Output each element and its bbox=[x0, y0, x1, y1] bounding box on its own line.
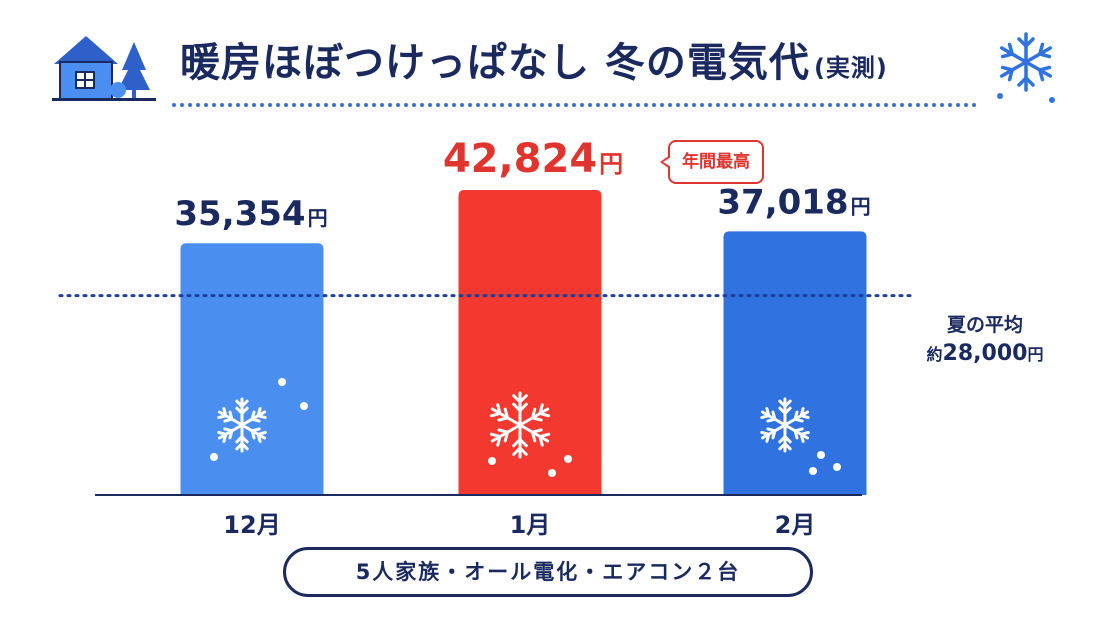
header: 暖房ほぼつけっぱなし 冬の電気代 (実測) bbox=[0, 0, 1100, 110]
average-number: 28,000 bbox=[942, 341, 1028, 366]
snow-dot bbox=[833, 463, 841, 471]
bar bbox=[458, 190, 602, 495]
category-label: 1月 bbox=[510, 511, 551, 539]
bar bbox=[723, 231, 867, 495]
snowflake-icon bbox=[217, 397, 267, 453]
bar-value-label: 35,354 bbox=[174, 194, 305, 234]
snow-dot bbox=[488, 457, 496, 465]
bar-value-label: 37,018 bbox=[717, 182, 848, 222]
title-text: 暖房ほぼつけっぱなし 冬の電気代 bbox=[180, 40, 810, 86]
snow-dot bbox=[809, 467, 817, 475]
snow-dot bbox=[278, 378, 286, 386]
snowflake-icon bbox=[760, 397, 810, 453]
snow-dot bbox=[210, 453, 218, 461]
average-value: 約28,000円 bbox=[920, 341, 1050, 366]
title-subtitle: (実測) bbox=[813, 54, 888, 82]
annual-max-badge: 年間最高 bbox=[660, 140, 764, 184]
average-unit: 円 bbox=[1027, 345, 1044, 364]
average-prefix: 約 bbox=[926, 345, 943, 364]
bar-value-unit: 円 bbox=[599, 150, 623, 178]
title-divider bbox=[172, 103, 977, 107]
snow-dot bbox=[564, 455, 572, 463]
bar-value-unit: 円 bbox=[308, 206, 328, 230]
snowflake-icon bbox=[996, 32, 1056, 103]
snow-dot bbox=[548, 469, 556, 477]
snow-dot bbox=[817, 451, 825, 459]
category-label: 2月 bbox=[775, 511, 816, 539]
house-icon bbox=[52, 36, 156, 101]
page-title: 暖房ほぼつけっぱなし 冬の電気代 (実測) bbox=[180, 30, 888, 88]
snow-dot bbox=[300, 402, 308, 410]
snowflake-icon bbox=[489, 391, 551, 459]
bar bbox=[180, 243, 324, 495]
household-info: 5人家族・オール電化・エアコン２台 bbox=[283, 547, 813, 597]
bar-value-unit: 円 bbox=[851, 194, 871, 218]
category-label: 12月 bbox=[223, 511, 280, 539]
average-title: 夏の平均 bbox=[946, 314, 1023, 336]
average-label: 夏の平均 約28,000円 bbox=[920, 310, 1050, 366]
bar-value-label: 42,824 bbox=[443, 136, 597, 182]
